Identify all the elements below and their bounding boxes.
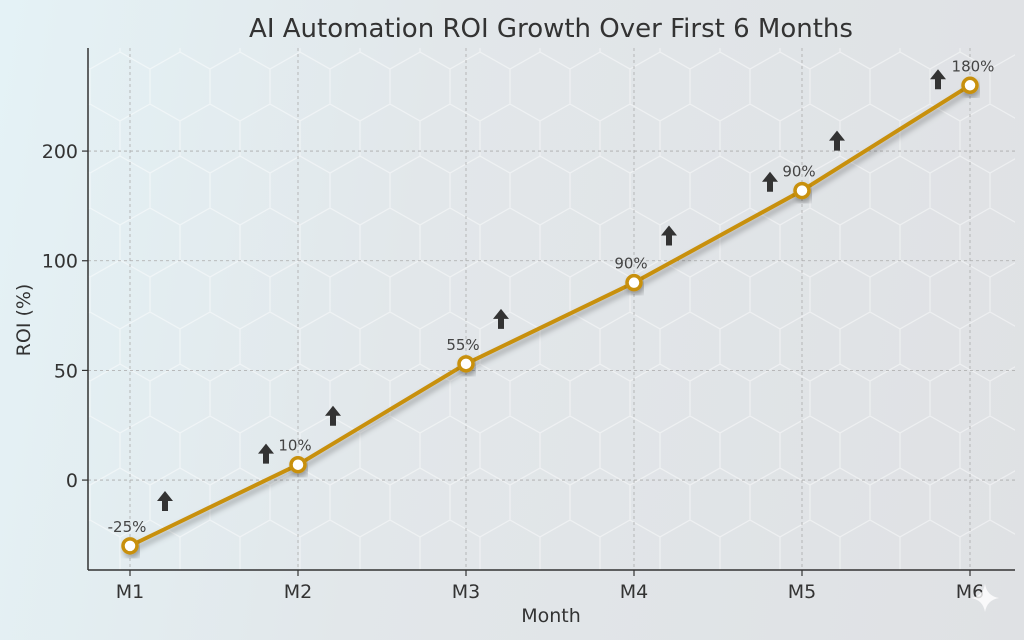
x-tick-label: M5: [788, 581, 816, 603]
data-label: 90%: [782, 163, 815, 181]
data-point: [625, 273, 643, 292]
up-arrow-icon: [157, 490, 173, 511]
up-arrow-icon: [661, 225, 677, 246]
up-arrow-icon: [762, 171, 778, 192]
data-label: -25%: [108, 518, 147, 536]
data-point: [961, 76, 979, 95]
y-tick-label: 200: [42, 141, 78, 163]
roi-series-line: [129, 83, 972, 548]
watermark-sparkle-icon: [971, 584, 999, 612]
y-tick-label: 0: [66, 470, 78, 492]
data-point: [457, 355, 475, 373]
x-tick-label: M1: [116, 581, 144, 603]
up-arrow-icon: [829, 130, 845, 151]
up-arrow-icon: [258, 443, 274, 464]
up-arrow-icon: [930, 69, 946, 90]
data-label: 10%: [278, 437, 311, 455]
data-label: 55%: [446, 336, 479, 354]
x-tick-label: M4: [620, 581, 648, 603]
up-arrow-icon: [325, 405, 341, 426]
y-tick-label: 50: [54, 360, 78, 382]
x-axis-label: Month: [521, 605, 581, 627]
data-point: [121, 537, 139, 555]
data-point: [793, 181, 811, 200]
x-tick-label: M2: [284, 581, 312, 603]
y-axis-label: ROI (%): [13, 284, 35, 357]
data-label: 180%: [952, 57, 995, 75]
chart-title: AI Automation ROI Growth Over First 6 Mo…: [249, 14, 853, 44]
data-label: 90%: [614, 255, 647, 273]
up-arrow-icon: [493, 308, 509, 329]
x-tick-label: M3: [452, 581, 480, 603]
data-point: [289, 455, 307, 474]
y-tick-label: 100: [42, 251, 78, 273]
hexagon-background: [88, 48, 1015, 570]
